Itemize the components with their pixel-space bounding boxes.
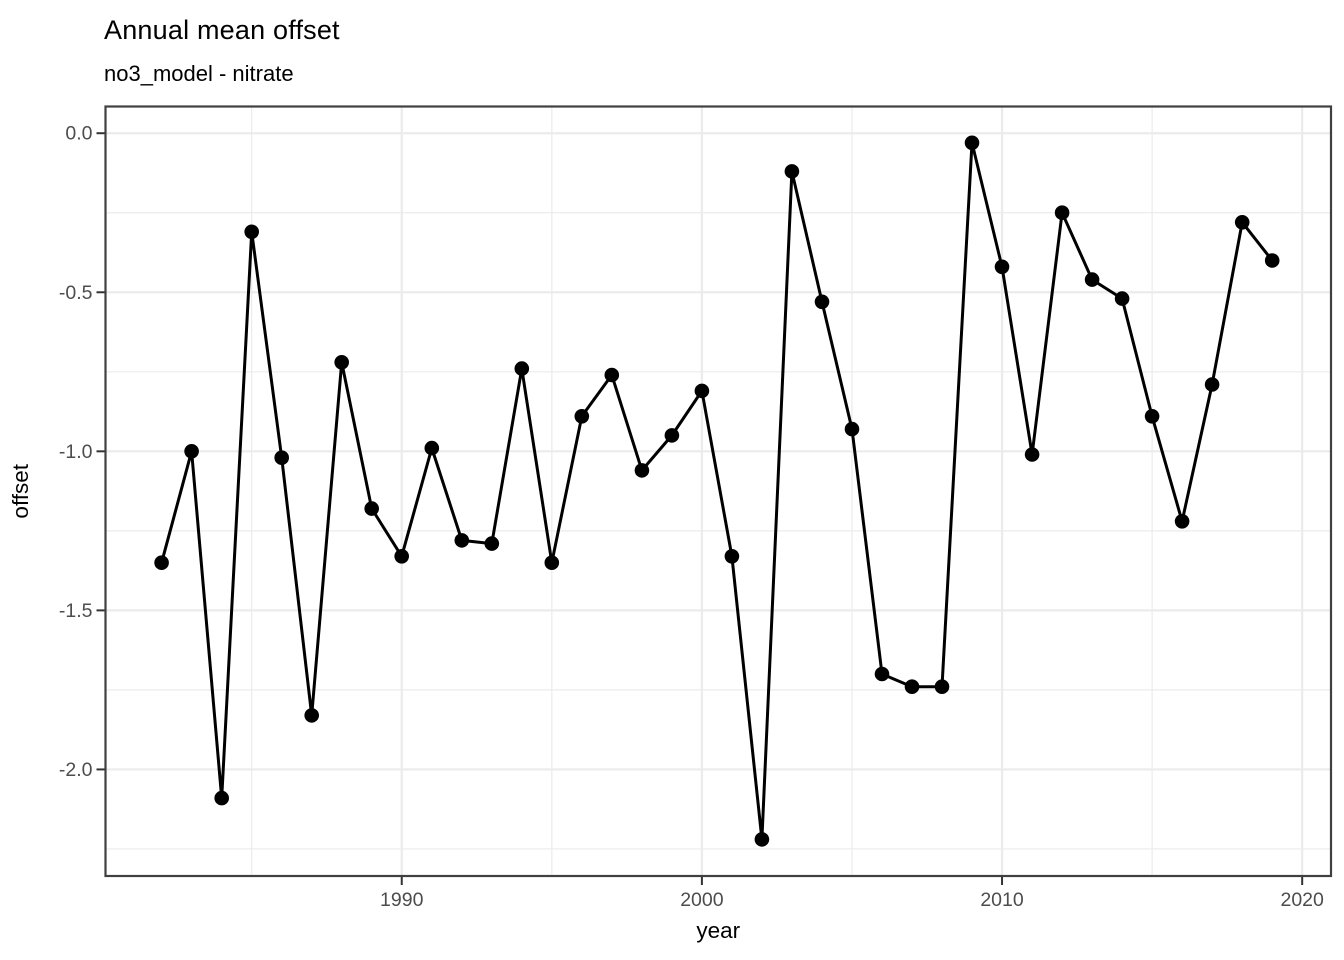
- x-tick-label: 2010: [980, 889, 1024, 911]
- data-point: [1084, 272, 1100, 287]
- data-point: [1174, 514, 1190, 529]
- chart-subtitle: no3_model - nitrate: [104, 61, 294, 86]
- data-point: [424, 440, 440, 456]
- data-point: [844, 421, 860, 437]
- data-point: [1144, 409, 1160, 424]
- x-tick-label: 2020: [1280, 889, 1324, 911]
- data-point: [184, 444, 199, 459]
- data-point: [754, 832, 770, 847]
- data-point: [694, 383, 710, 399]
- data-point: [1114, 291, 1130, 306]
- data-point: [304, 708, 320, 723]
- data-point: [244, 224, 259, 240]
- chart-title: Annual mean offset: [104, 15, 340, 45]
- data-point: [964, 135, 980, 151]
- data-point: [604, 367, 620, 383]
- data-point: [814, 294, 830, 310]
- y-axis-title: offset: [8, 463, 33, 518]
- data-point: [904, 679, 920, 694]
- data-point: [664, 428, 680, 443]
- data-point: [394, 549, 410, 564]
- data-point: [994, 259, 1010, 275]
- y-tick-label: 0.0: [65, 123, 92, 145]
- data-point: [154, 555, 169, 570]
- data-point: [784, 164, 800, 179]
- data-point: [544, 555, 560, 570]
- data-point: [454, 533, 470, 548]
- y-tick-label: -0.5: [59, 282, 93, 304]
- data-line: [160, 141, 1274, 841]
- x-tick-label: 1990: [380, 889, 424, 911]
- y-tick-label: -1.5: [59, 600, 93, 622]
- data-point: [934, 679, 950, 694]
- x-axis-title: year: [696, 918, 740, 943]
- data-point: [574, 409, 590, 424]
- data-point: [334, 355, 350, 370]
- data-point: [214, 790, 229, 806]
- panel-border: [104, 105, 1333, 878]
- y-tick-label: -1.0: [59, 441, 93, 463]
- data-point: [364, 501, 380, 516]
- data-point: [1264, 253, 1280, 268]
- data-point: [634, 463, 650, 478]
- panel-background: [105, 106, 1331, 876]
- data-point: [1204, 377, 1220, 392]
- data-point: [274, 450, 290, 466]
- data-point: [1054, 205, 1070, 220]
- data-point: [874, 666, 890, 682]
- data-point: [484, 536, 500, 551]
- x-tick-label: 2000: [680, 889, 724, 911]
- data-point: [514, 361, 530, 376]
- y-tick-label: -2.0: [59, 759, 93, 781]
- data-point: [1234, 215, 1250, 230]
- data-point: [724, 549, 740, 564]
- data-point: [1024, 447, 1040, 462]
